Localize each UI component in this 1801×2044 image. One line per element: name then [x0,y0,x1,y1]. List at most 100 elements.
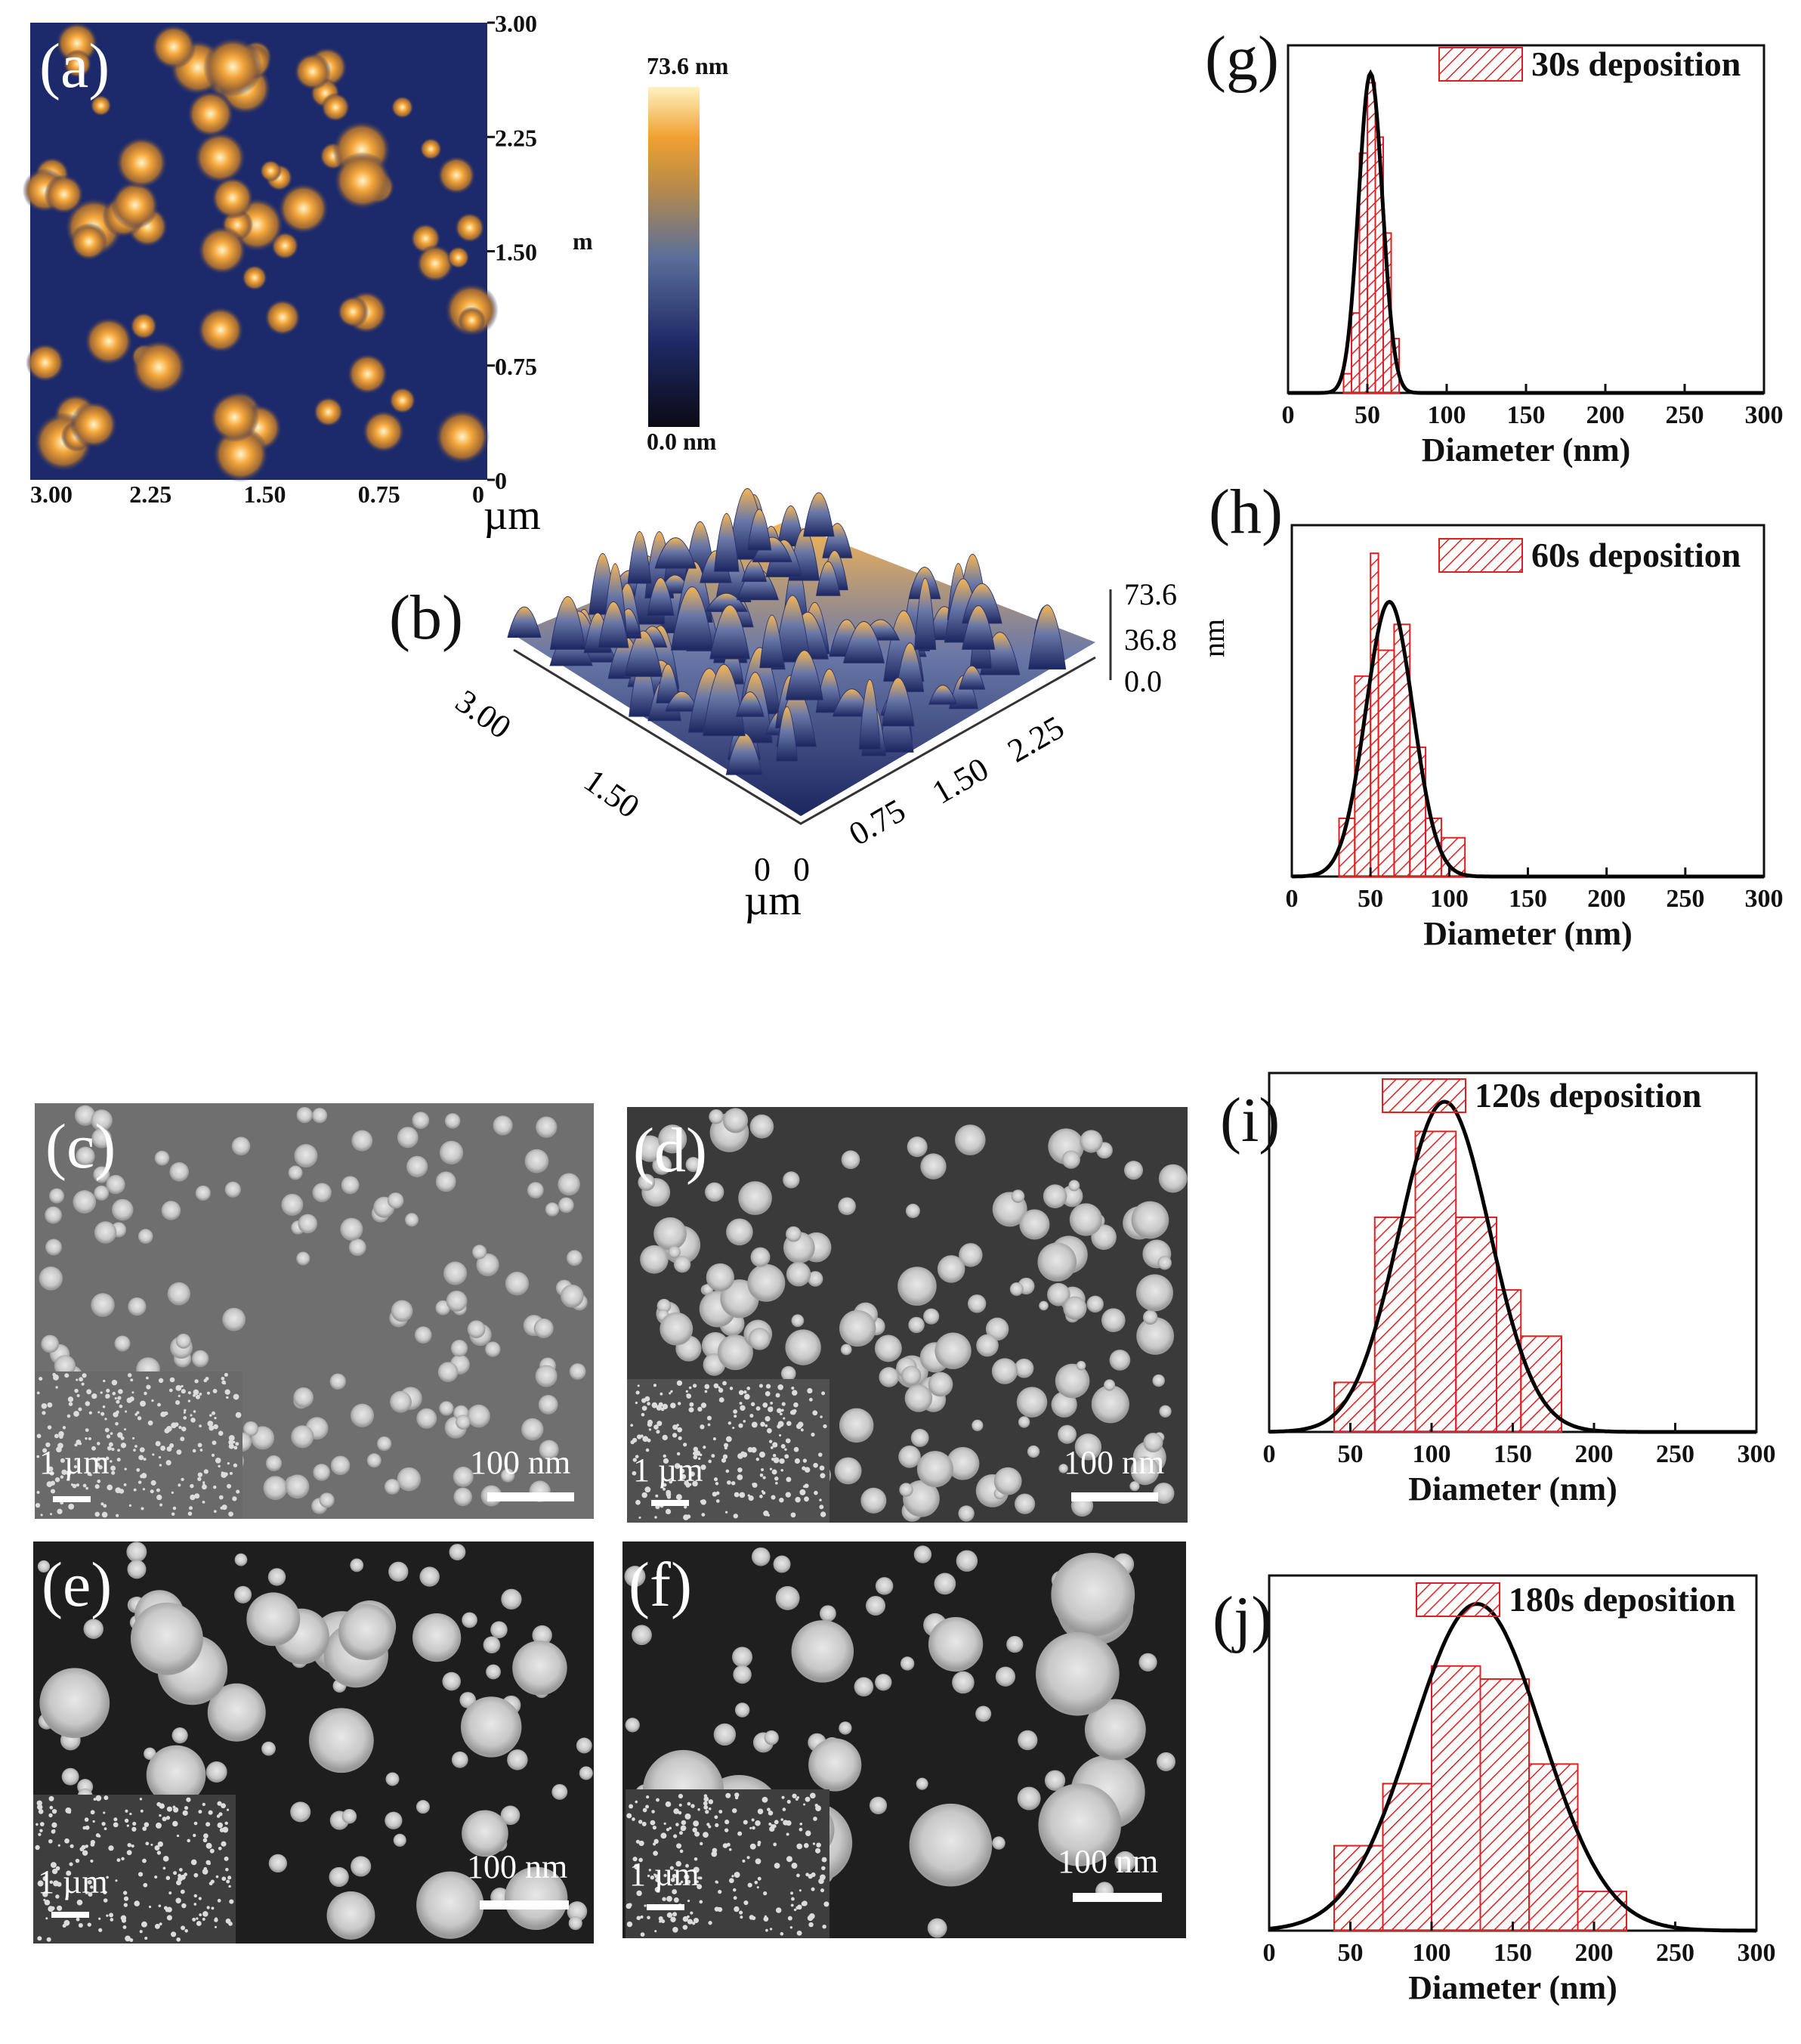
inset-particle [747,1494,750,1497]
inset-particle [78,1923,83,1928]
inset-particle [123,1896,129,1901]
nanoparticle [985,1317,1009,1341]
inset-particle [103,1379,106,1383]
inset-particle [116,1410,119,1414]
nanoparticle [532,1625,552,1646]
inset-particle [641,1821,647,1826]
inset-scalebar-f [647,1904,684,1910]
inset-particle [168,1891,172,1895]
inset-particle [761,1468,765,1472]
surface-peak [759,614,785,669]
nanoparticle [167,1282,191,1306]
nanoparticle [904,1384,933,1412]
inset-particle [209,1425,215,1431]
inset-particle [111,1447,115,1452]
surface-peak [598,601,629,648]
inset-particle [115,1879,118,1882]
nanoparticle [39,1266,63,1291]
nanoparticle [397,1127,419,1149]
inset-particle [42,1411,46,1415]
inset-particle [81,1382,85,1386]
nanoparticle [231,1136,251,1155]
nanoparticle [1006,1635,1024,1653]
afm-y-tick-label: 0 [495,467,507,494]
inset-particle [158,1455,162,1459]
nanoparticle [1101,1308,1126,1332]
inset-particle [189,1506,193,1511]
nanoparticle [296,1251,310,1266]
inset-particle [36,1433,42,1439]
inset-dots-f [626,1792,829,1937]
inset-particle [130,1378,134,1382]
panel-b: (b) 73.6 36.8 0.0 nm 3.00 1.50 0 0 0.75 … [389,488,1231,924]
inset-particle [221,1876,227,1882]
inset-particle [104,1427,110,1433]
inset-particle [43,1898,46,1901]
afm-grain [197,225,247,275]
nanoparticle [1069,1203,1103,1236]
inset-particle [768,1823,772,1826]
inset-particle [74,1388,79,1393]
inset-particle [728,1421,732,1425]
inset-particle [218,1495,224,1500]
inset-particle [228,1435,235,1442]
inset-particle [193,1833,196,1838]
inset-particle [156,1822,162,1829]
inset-particle [666,1489,672,1495]
x-tick-label: 50 [1338,1440,1364,1468]
inset-particle [680,1468,685,1473]
inset-particle [785,1492,791,1498]
inset-particle [190,1414,193,1417]
inset-particle [647,1438,651,1443]
afm-grain [151,24,196,70]
inset-particle [645,1804,650,1809]
surface-peak [1028,604,1067,670]
inset-particle [173,1871,178,1875]
inset-particle [68,1503,75,1510]
inset-particle [648,1428,652,1431]
inset-particle [194,1493,200,1499]
nanoparticle [773,1555,791,1573]
inset-particle [790,1891,794,1895]
nanoparticle [536,1116,558,1138]
nanoparticle [312,1183,332,1202]
inset-particle [221,1504,227,1511]
inset-particle [100,1412,105,1416]
inset-particle [132,1821,137,1826]
nanoparticle [860,1487,887,1514]
inset-particle [799,1889,802,1892]
inset-particle [117,1449,120,1452]
inset-particle [733,1409,738,1414]
inset-particle [689,1402,694,1407]
inset-particle [49,1470,54,1476]
nanoparticle [913,1545,932,1563]
inset-particle [774,1476,779,1481]
inset-particle [45,1917,48,1920]
nanoparticle [841,1150,860,1170]
inset-particle [106,1388,110,1393]
inset-particle [681,1820,687,1826]
nanoparticle [127,1560,147,1579]
inset-particle [704,1390,708,1393]
inset-particle [807,1387,813,1394]
inset-particle [739,1910,743,1915]
inset-particle [66,1470,72,1476]
nanoparticle [1123,1161,1144,1180]
histogram-bar [1479,1678,1530,1931]
nanoparticle [146,1745,206,1805]
nanoparticle [1043,1184,1067,1208]
panel-a: (a) 3.002.251.500.750 3.00 2.25 1.50 0.75 0 … [22,10,593,539]
nanoparticle [653,1217,687,1251]
inset-particle [92,1820,95,1823]
inset-particle [229,1471,233,1475]
nanoparticle [175,1333,191,1349]
nanoparticle [449,1544,466,1561]
nanoparticle [467,1320,486,1338]
inset-particle [228,1511,233,1517]
inset-particle [686,1879,691,1885]
nanoparticle [169,1162,190,1182]
inset-particle [137,1480,142,1484]
inset-particle [61,1469,67,1475]
inset-particle [653,1384,656,1387]
